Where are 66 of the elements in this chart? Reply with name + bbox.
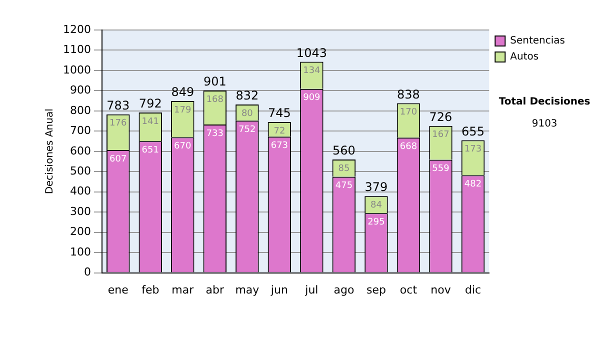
total-label: 560 (332, 144, 356, 158)
x-tick-label: ene (108, 283, 129, 296)
x-tick-label: sep (366, 283, 386, 296)
y-axis-title: Decisiones Anual (44, 108, 56, 194)
data-label: 179 (174, 105, 192, 116)
legend-label: Autos (510, 52, 539, 63)
data-label: 909 (303, 93, 321, 104)
data-label: 482 (464, 180, 482, 190)
y-tick-label: 800 (70, 104, 91, 117)
data-label: 559 (432, 164, 450, 174)
total-label: 792 (138, 96, 162, 111)
y-tick-label: 0 (84, 266, 91, 279)
y-tick-label: 1100 (62, 43, 91, 56)
data-label: 752 (238, 124, 256, 135)
total-label: 745 (268, 106, 291, 120)
data-label: 733 (206, 128, 224, 139)
data-label: 475 (335, 181, 353, 192)
y-tick-label: 700 (70, 124, 91, 138)
data-label: 167 (432, 130, 450, 140)
data-label: 168 (206, 94, 224, 105)
data-label: 80 (241, 108, 254, 119)
data-label: 170 (400, 108, 418, 118)
total-label: 726 (429, 110, 452, 124)
data-label: 670 (174, 142, 192, 152)
y-tick-label: 300 (70, 204, 91, 218)
y-tick-label: 400 (70, 184, 91, 198)
y-tick-label: 1000 (62, 63, 91, 76)
x-tick-label: mar (172, 283, 194, 296)
data-label: 673 (270, 140, 288, 151)
legend-label: Sentencias (510, 36, 566, 47)
x-tick-label: nov (430, 283, 452, 296)
x-tick-label: ago (334, 283, 354, 296)
data-label: 173 (464, 144, 482, 155)
total-label: 783 (106, 98, 130, 112)
data-label: 651 (142, 145, 159, 156)
total-label: 849 (171, 85, 194, 100)
total-label: 655 (462, 124, 484, 138)
data-label: 84 (370, 200, 382, 210)
x-tick-label: abr (206, 283, 225, 296)
total-label: 832 (236, 88, 259, 103)
total-label: 901 (203, 74, 226, 89)
total-label: 1043 (296, 46, 327, 60)
text: Total Decisiones (498, 96, 590, 108)
y-tick-label: 100 (70, 245, 91, 258)
text: 9103 (532, 118, 558, 130)
data-label: 134 (303, 66, 321, 76)
x-tick-label: oct (400, 283, 418, 296)
x-tick-label: feb (142, 283, 160, 296)
y-tick-label: 900 (70, 84, 91, 97)
total-label: 838 (397, 87, 420, 102)
data-label: 85 (338, 164, 350, 174)
data-label: 72 (274, 126, 286, 136)
y-tick-label: 600 (70, 144, 91, 158)
data-label: 141 (142, 116, 159, 127)
x-tick-label: may (235, 283, 260, 296)
x-tick-label: dic (464, 283, 482, 296)
y-tick-label: 1200 (62, 22, 91, 36)
data-label: 607 (110, 154, 127, 164)
data-label: 668 (400, 142, 418, 152)
data-label: 295 (368, 217, 385, 228)
x-tick-label: jun (270, 283, 288, 296)
x-tick-label: jul (304, 283, 318, 296)
data-label: 176 (110, 118, 127, 129)
y-tick-label: 500 (70, 164, 91, 178)
total-label: 379 (364, 180, 388, 194)
y-tick-label: 200 (70, 225, 91, 238)
